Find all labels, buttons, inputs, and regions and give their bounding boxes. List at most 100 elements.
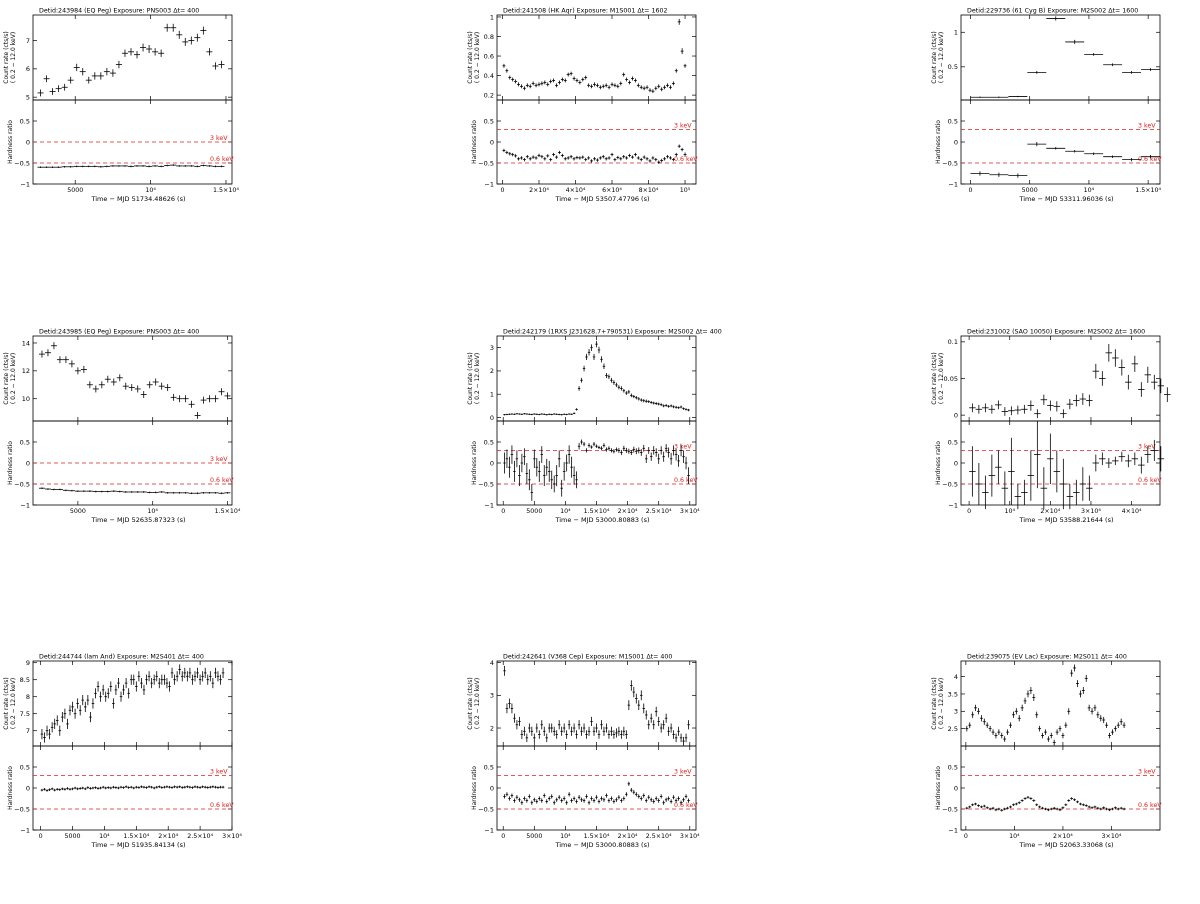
rate-point <box>91 698 95 709</box>
hardness-point <box>582 798 586 803</box>
rate-point <box>543 413 546 415</box>
hardness-point <box>632 790 636 795</box>
rate-series <box>503 340 690 416</box>
rate-point <box>642 399 646 403</box>
hardness-point <box>620 798 623 803</box>
rate-point <box>1084 53 1104 56</box>
hardness-point <box>1011 803 1015 807</box>
hardness-point <box>117 786 120 790</box>
hardness-point <box>664 444 668 453</box>
hardness-point <box>575 471 578 489</box>
hardness-point <box>625 447 628 453</box>
rate-point <box>115 60 122 69</box>
hardness-point <box>1151 439 1158 461</box>
x-tick-label: 1.5×10⁴ <box>215 508 241 515</box>
hardness-point <box>677 455 680 467</box>
rate-series <box>969 344 1171 419</box>
rate-point <box>137 671 141 682</box>
hardness-point <box>116 490 123 493</box>
hardness-point <box>1000 809 1004 812</box>
hardness-point <box>590 796 593 801</box>
rate-point <box>224 392 231 400</box>
rate-point <box>198 674 202 685</box>
hardness-point <box>89 787 92 790</box>
rate-point <box>557 80 561 85</box>
hardness-point <box>645 798 648 803</box>
rate-point <box>1032 693 1036 701</box>
hardness-point <box>140 491 147 493</box>
rate-point <box>625 77 629 82</box>
hardness-point <box>200 164 207 167</box>
hardness-point <box>61 787 64 791</box>
hardness-point <box>570 798 573 803</box>
rate-point <box>679 405 683 409</box>
hardness-point <box>555 465 558 487</box>
x-tick-label: 10⁴ <box>1004 508 1015 515</box>
hardness-point <box>186 785 189 788</box>
rate-point <box>188 400 195 408</box>
rate-point <box>58 725 62 736</box>
rate-point <box>595 340 598 348</box>
rate-point <box>140 391 147 399</box>
rate-point <box>1079 393 1087 405</box>
rate-point <box>1038 725 1042 732</box>
rate-point <box>1081 687 1085 694</box>
hardness-point <box>216 786 220 789</box>
rate-point <box>188 36 195 45</box>
hardness-point <box>150 785 153 789</box>
rate-point <box>508 75 512 80</box>
rate-point <box>1087 704 1091 711</box>
rate-plot-frame <box>32 660 233 747</box>
rate-point <box>152 48 159 56</box>
x-tick-label: 0 <box>501 508 505 515</box>
hardness-y-tick-label: 0 <box>954 138 958 146</box>
hardness-y-axis-label: Hardness ratio <box>7 766 14 810</box>
rate-point <box>597 730 601 739</box>
rate-point <box>530 726 534 736</box>
hardness-point <box>674 448 678 461</box>
hardness-point <box>518 797 521 802</box>
rate-point <box>627 700 631 711</box>
hardness-point <box>94 786 97 789</box>
hardness-point <box>1102 806 1106 809</box>
rate-point <box>146 381 153 389</box>
rate-point <box>1027 400 1035 411</box>
hardness-point <box>44 488 51 490</box>
hardness-y-axis-label: Hardness ratio <box>471 766 478 810</box>
hardness-point <box>543 157 547 161</box>
hardness-point <box>577 442 581 450</box>
rate-point <box>974 704 978 711</box>
hardness-point <box>1027 450 1035 501</box>
rate-point <box>73 63 80 72</box>
rate-point <box>146 45 153 53</box>
rate-point <box>508 413 511 415</box>
rate-point <box>503 665 506 676</box>
hardness-y-axis-label: Hardness ratio <box>935 120 942 164</box>
rate-point <box>1125 374 1132 390</box>
hardness-point <box>587 443 591 448</box>
hardness-y-tick-label: −1 <box>948 826 958 834</box>
rate-point <box>158 678 161 689</box>
rate-point <box>1118 359 1126 376</box>
hardness-point <box>1060 458 1067 510</box>
rate-point <box>664 713 668 723</box>
hardness-point <box>1066 484 1074 510</box>
hardness-point <box>550 470 553 490</box>
rate-point <box>152 378 159 386</box>
rate-point <box>1060 409 1067 419</box>
rate-point <box>659 403 663 407</box>
x-tick-label: 1.5×10⁴ <box>584 833 610 840</box>
rate-point <box>92 385 99 393</box>
rate-point <box>620 730 623 739</box>
hardness-y-tick-label: 0.5 <box>20 117 30 125</box>
rate-point <box>547 723 551 733</box>
rate-point <box>982 718 986 725</box>
hardness-point <box>671 157 675 162</box>
rate-y-tick-label: 1 <box>490 391 494 399</box>
x-axis-label: Time − MJD 51935.84134 (s) <box>90 841 185 849</box>
rate-point <box>209 671 212 682</box>
rate-point <box>520 413 524 415</box>
rate-point <box>587 349 591 356</box>
hardness-point <box>1112 456 1119 466</box>
rate-point <box>43 75 50 83</box>
